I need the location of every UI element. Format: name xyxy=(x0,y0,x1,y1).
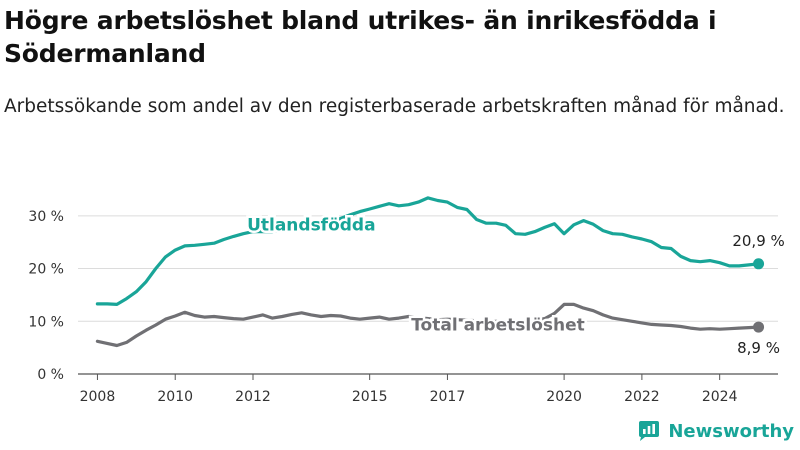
x-tick-label: 2012 xyxy=(235,389,271,405)
y-tick-label: 0 % xyxy=(37,367,64,383)
y-axis-ticks: 0 % 10 % 20 % 30 % xyxy=(28,209,64,383)
x-tick-label: 2024 xyxy=(702,389,738,405)
gridlines xyxy=(78,215,778,375)
series-line-utlandsfodda xyxy=(95,196,761,306)
brand: Newsworthy xyxy=(636,418,794,444)
y-tick-label: 20 % xyxy=(28,262,64,278)
end-label-total: 8,9 % xyxy=(737,339,780,357)
series-line-total xyxy=(95,302,761,348)
series-lines xyxy=(95,196,765,348)
series-labels: 20,9 % 8,9 % Utlandsfödda Total arbetslöshe… xyxy=(245,213,785,357)
x-tick-label: 2008 xyxy=(80,389,116,405)
x-tick-label: 2010 xyxy=(157,389,193,405)
y-tick-label: 30 % xyxy=(28,209,64,225)
end-point-total xyxy=(753,321,765,333)
series-name-utlandsfodda: Utlandsfödda xyxy=(247,215,376,235)
series-name-total: Total arbetslöshet xyxy=(411,315,585,335)
end-point-utlandsfodda xyxy=(753,258,765,270)
end-label-utlandsfodda: 20,9 % xyxy=(732,232,784,250)
x-tick-label: 2020 xyxy=(546,389,582,405)
chart-title: Högre arbetslöshet bland utrikes- än inr… xyxy=(4,6,717,68)
x-axis: 2008 2010 2012 2015 2017 2020 2022 2024 xyxy=(80,374,738,405)
newsworthy-logo-icon xyxy=(639,421,660,441)
x-tick-label: 2022 xyxy=(624,389,660,405)
x-tick-label: 2015 xyxy=(352,389,388,405)
y-tick-label: 10 % xyxy=(28,314,64,330)
brand-name: Newsworthy xyxy=(668,420,794,442)
chart-subtitle: Arbetssökande som andel av den registerb… xyxy=(4,96,785,117)
x-tick-label: 2017 xyxy=(430,389,466,405)
